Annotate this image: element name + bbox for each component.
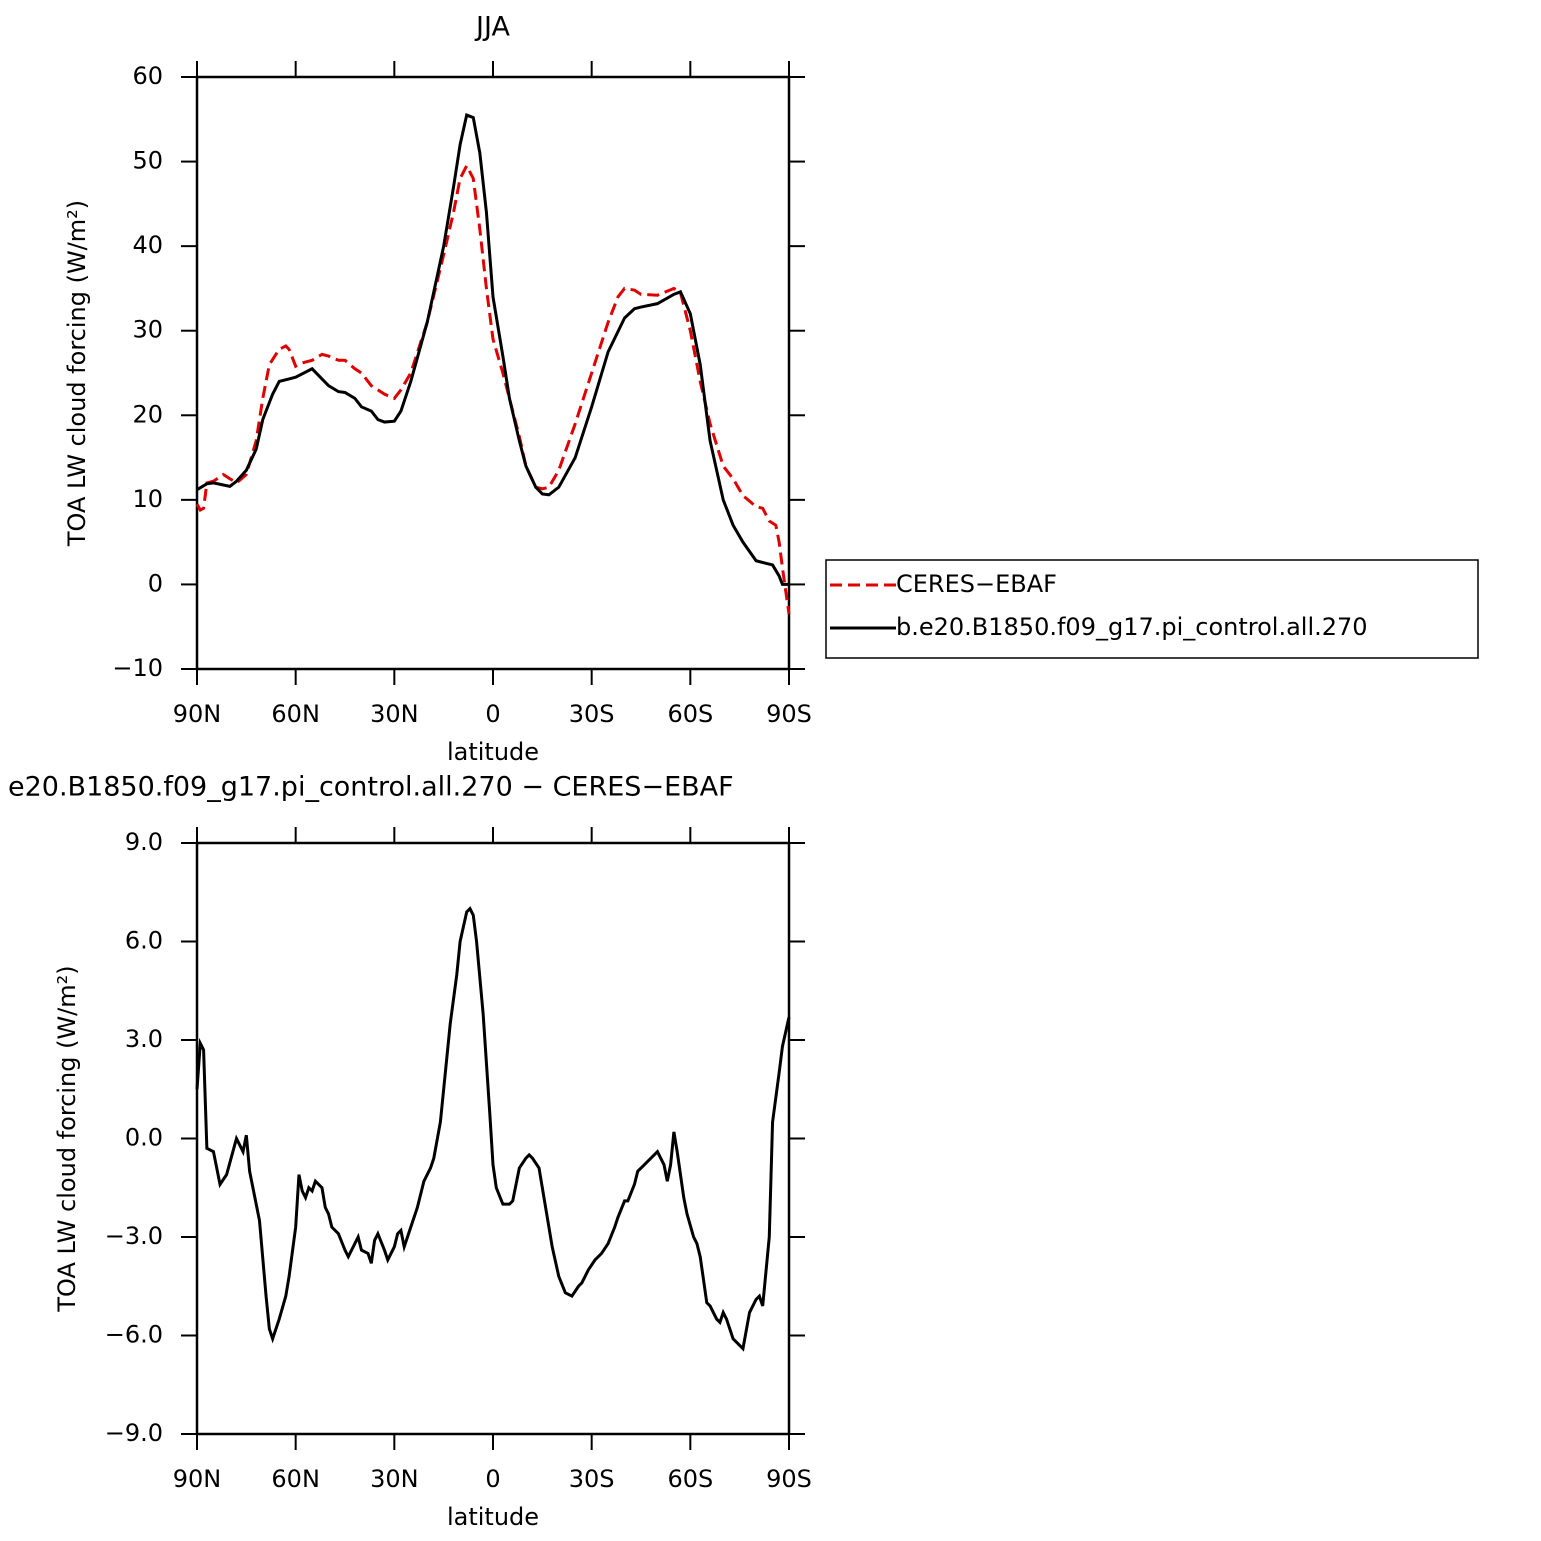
legend-box xyxy=(825,559,1479,659)
y-tick-label: 0.0 xyxy=(125,1124,163,1152)
y-axis-label: TOA LW cloud forcing (W/m²) xyxy=(53,965,81,1312)
plot-frame xyxy=(195,841,791,1436)
y-tick-label: 3.0 xyxy=(125,1025,163,1053)
data-line xyxy=(195,906,791,1352)
chart-title: JJA xyxy=(474,12,510,43)
y-tick-label: 60 xyxy=(132,62,163,90)
x-tick-label: 90N xyxy=(173,1465,222,1493)
x-tick-label: 90S xyxy=(766,700,812,728)
x-tick-label: 30N xyxy=(370,1465,419,1493)
data-line xyxy=(196,113,789,586)
x-tick-label: 60S xyxy=(667,1465,713,1493)
x-tick-label: 90N xyxy=(173,700,222,728)
x-tick-label: 0 xyxy=(485,1465,500,1493)
y-tick-label: 20 xyxy=(132,400,163,428)
data-line xyxy=(195,162,791,615)
y-tick-label: 10 xyxy=(132,485,163,513)
x-tick-label: 30N xyxy=(370,700,419,728)
x-axis-label: latitude xyxy=(447,738,539,766)
x-tick-label: 90S xyxy=(766,1465,812,1493)
legend-label: b.e20.B1850.f09_g17.pi_control.all.270 xyxy=(896,613,1368,641)
y-tick-label: 50 xyxy=(132,147,163,175)
x-tick-label: 0 xyxy=(485,700,500,728)
y-tick-label: 40 xyxy=(132,231,163,259)
y-tick-label: 30 xyxy=(132,316,163,344)
y-tick-label: 6.0 xyxy=(125,927,163,955)
y-tick-label: −10 xyxy=(112,654,163,682)
y-axis-label: TOA LW cloud forcing (W/m²) xyxy=(63,200,91,547)
legend-label: CERES−EBAF xyxy=(896,570,1057,598)
y-tick-label: −3.0 xyxy=(105,1222,163,1250)
x-tick-label: 30S xyxy=(569,700,615,728)
x-axis-label: latitude xyxy=(447,1503,539,1531)
x-tick-label: 60S xyxy=(667,700,713,728)
x-tick-label: 60N xyxy=(271,1465,320,1493)
x-tick-label: 60N xyxy=(271,700,320,728)
y-tick-label: −6.0 xyxy=(105,1321,163,1349)
y-tick-label: −9.0 xyxy=(105,1419,163,1447)
x-tick-label: 30S xyxy=(569,1465,615,1493)
y-tick-label: 0 xyxy=(148,569,163,597)
chart-title: e20.B1850.f09_g17.pi_control.all.270 − C… xyxy=(8,772,734,803)
y-tick-label: 9.0 xyxy=(125,828,163,856)
